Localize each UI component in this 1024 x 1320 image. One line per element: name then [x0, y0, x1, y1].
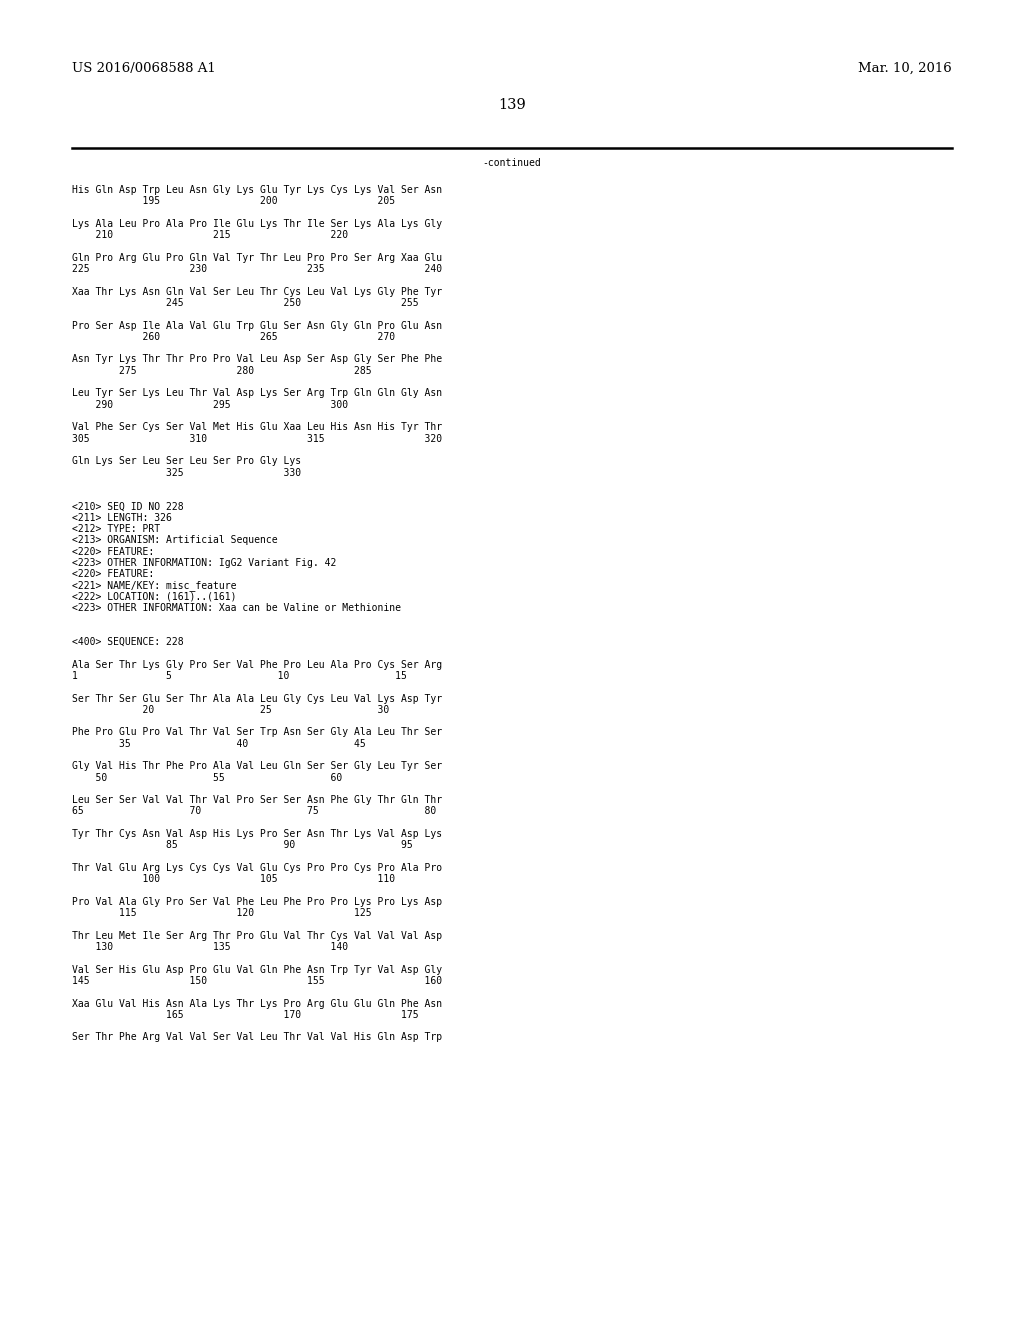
- Text: 195                 200                 205: 195 200 205: [72, 197, 395, 206]
- Text: Gln Lys Ser Leu Ser Leu Ser Pro Gly Lys: Gln Lys Ser Leu Ser Leu Ser Pro Gly Lys: [72, 457, 301, 466]
- Text: 115                 120                 125: 115 120 125: [72, 908, 372, 919]
- Text: 20                  25                  30: 20 25 30: [72, 705, 389, 715]
- Text: 165                 170                 175: 165 170 175: [72, 1010, 419, 1020]
- Text: 1               5                  10                  15: 1 5 10 15: [72, 671, 407, 681]
- Text: <212> TYPE: PRT: <212> TYPE: PRT: [72, 524, 160, 535]
- Text: Xaa Glu Val His Asn Ala Lys Thr Lys Pro Arg Glu Glu Gln Phe Asn: Xaa Glu Val His Asn Ala Lys Thr Lys Pro …: [72, 999, 442, 1008]
- Text: 145                 150                 155                 160: 145 150 155 160: [72, 975, 442, 986]
- Text: Ser Thr Ser Glu Ser Thr Ala Ala Leu Gly Cys Leu Val Lys Asp Tyr: Ser Thr Ser Glu Ser Thr Ala Ala Leu Gly …: [72, 693, 442, 704]
- Text: <220> FEATURE:: <220> FEATURE:: [72, 569, 155, 579]
- Text: Gln Pro Arg Glu Pro Gln Val Tyr Thr Leu Pro Pro Ser Arg Xaa Glu: Gln Pro Arg Glu Pro Gln Val Tyr Thr Leu …: [72, 253, 442, 263]
- Text: 130                 135                 140: 130 135 140: [72, 942, 348, 952]
- Text: <223> OTHER INFORMATION: Xaa can be Valine or Methionine: <223> OTHER INFORMATION: Xaa can be Vali…: [72, 603, 401, 612]
- Text: 245                 250                 255: 245 250 255: [72, 298, 419, 308]
- Text: Ala Ser Thr Lys Gly Pro Ser Val Phe Pro Leu Ala Pro Cys Ser Arg: Ala Ser Thr Lys Gly Pro Ser Val Phe Pro …: [72, 660, 442, 669]
- Text: Thr Leu Met Ile Ser Arg Thr Pro Glu Val Thr Cys Val Val Val Asp: Thr Leu Met Ile Ser Arg Thr Pro Glu Val …: [72, 931, 442, 941]
- Text: Phe Pro Glu Pro Val Thr Val Ser Trp Asn Ser Gly Ala Leu Thr Ser: Phe Pro Glu Pro Val Thr Val Ser Trp Asn …: [72, 727, 442, 738]
- Text: Val Phe Ser Cys Ser Val Met His Glu Xaa Leu His Asn His Tyr Thr: Val Phe Ser Cys Ser Val Met His Glu Xaa …: [72, 422, 442, 433]
- Text: 275                 280                 285: 275 280 285: [72, 366, 372, 376]
- Text: <222> LOCATION: (161)..(161): <222> LOCATION: (161)..(161): [72, 591, 237, 602]
- Text: Xaa Thr Lys Asn Gln Val Ser Leu Thr Cys Leu Val Lys Gly Phe Tyr: Xaa Thr Lys Asn Gln Val Ser Leu Thr Cys …: [72, 286, 442, 297]
- Text: His Gln Asp Trp Leu Asn Gly Lys Glu Tyr Lys Cys Lys Val Ser Asn: His Gln Asp Trp Leu Asn Gly Lys Glu Tyr …: [72, 185, 442, 195]
- Text: Ser Thr Phe Arg Val Val Ser Val Leu Thr Val Val His Gln Asp Trp: Ser Thr Phe Arg Val Val Ser Val Leu Thr …: [72, 1032, 442, 1043]
- Text: 225                 230                 235                 240: 225 230 235 240: [72, 264, 442, 275]
- Text: 100                 105                 110: 100 105 110: [72, 874, 395, 884]
- Text: 50                  55                  60: 50 55 60: [72, 772, 342, 783]
- Text: 260                 265                 270: 260 265 270: [72, 331, 395, 342]
- Text: <223> OTHER INFORMATION: IgG2 Variant Fig. 42: <223> OTHER INFORMATION: IgG2 Variant Fi…: [72, 558, 336, 568]
- Text: Pro Val Ala Gly Pro Ser Val Phe Leu Phe Pro Pro Lys Pro Lys Asp: Pro Val Ala Gly Pro Ser Val Phe Leu Phe …: [72, 896, 442, 907]
- Text: Gly Val His Thr Phe Pro Ala Val Leu Gln Ser Ser Gly Leu Tyr Ser: Gly Val His Thr Phe Pro Ala Val Leu Gln …: [72, 762, 442, 771]
- Text: US 2016/0068588 A1: US 2016/0068588 A1: [72, 62, 216, 75]
- Text: Thr Val Glu Arg Lys Cys Cys Val Glu Cys Pro Pro Cys Pro Ala Pro: Thr Val Glu Arg Lys Cys Cys Val Glu Cys …: [72, 863, 442, 873]
- Text: 85                  90                  95: 85 90 95: [72, 841, 413, 850]
- Text: -continued: -continued: [482, 158, 542, 168]
- Text: 305                 310                 315                 320: 305 310 315 320: [72, 433, 442, 444]
- Text: Asn Tyr Lys Thr Thr Pro Pro Val Leu Asp Ser Asp Gly Ser Phe Phe: Asn Tyr Lys Thr Thr Pro Pro Val Leu Asp …: [72, 355, 442, 364]
- Text: Leu Tyr Ser Lys Leu Thr Val Asp Lys Ser Arg Trp Gln Gln Gly Asn: Leu Tyr Ser Lys Leu Thr Val Asp Lys Ser …: [72, 388, 442, 399]
- Text: <211> LENGTH: 326: <211> LENGTH: 326: [72, 512, 172, 523]
- Text: <213> ORGANISM: Artificial Sequence: <213> ORGANISM: Artificial Sequence: [72, 536, 278, 545]
- Text: 35                  40                  45: 35 40 45: [72, 739, 366, 748]
- Text: <220> FEATURE:: <220> FEATURE:: [72, 546, 155, 557]
- Text: Pro Ser Asp Ile Ala Val Glu Trp Glu Ser Asn Gly Gln Pro Glu Asn: Pro Ser Asp Ile Ala Val Glu Trp Glu Ser …: [72, 321, 442, 330]
- Text: 290                 295                 300: 290 295 300: [72, 400, 348, 409]
- Text: 210                 215                 220: 210 215 220: [72, 230, 348, 240]
- Text: Lys Ala Leu Pro Ala Pro Ile Glu Lys Thr Ile Ser Lys Ala Lys Gly: Lys Ala Leu Pro Ala Pro Ile Glu Lys Thr …: [72, 219, 442, 228]
- Text: Mar. 10, 2016: Mar. 10, 2016: [858, 62, 952, 75]
- Text: 65                  70                  75                  80: 65 70 75 80: [72, 807, 436, 817]
- Text: 139: 139: [498, 98, 526, 112]
- Text: Val Ser His Glu Asp Pro Glu Val Gln Phe Asn Trp Tyr Val Asp Gly: Val Ser His Glu Asp Pro Glu Val Gln Phe …: [72, 965, 442, 974]
- Text: 325                 330: 325 330: [72, 467, 301, 478]
- Text: <400> SEQUENCE: 228: <400> SEQUENCE: 228: [72, 638, 183, 647]
- Text: Leu Ser Ser Val Val Thr Val Pro Ser Ser Asn Phe Gly Thr Gln Thr: Leu Ser Ser Val Val Thr Val Pro Ser Ser …: [72, 795, 442, 805]
- Text: <210> SEQ ID NO 228: <210> SEQ ID NO 228: [72, 502, 183, 511]
- Text: <221> NAME/KEY: misc_feature: <221> NAME/KEY: misc_feature: [72, 581, 237, 591]
- Text: Tyr Thr Cys Asn Val Asp His Lys Pro Ser Asn Thr Lys Val Asp Lys: Tyr Thr Cys Asn Val Asp His Lys Pro Ser …: [72, 829, 442, 840]
